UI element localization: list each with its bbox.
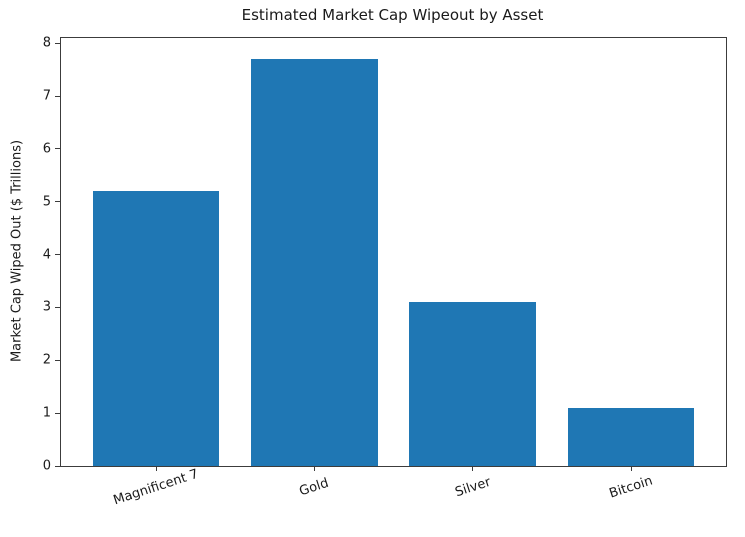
y-tick-mark [55,201,61,203]
y-tick-label: 4 [42,247,51,263]
y-tick-label: 2 [42,352,51,368]
bar-magnificent-7 [92,191,220,466]
y-tick-mark [55,465,61,467]
x-tick-mark [472,466,474,471]
bar-gold [251,59,378,466]
y-axis-label: Market Cap Wiped Out ($ Trillions) [9,139,25,363]
y-tick-mark [55,359,61,361]
y-tick-label: 0 [42,458,51,474]
chart-title: Estimated Market Cap Wipeout by Asset [241,6,544,24]
plot-area: 0 1 2 3 4 5 6 7 8 Magnificent 7 Gold Silver Bitcoin [43,36,727,508]
y-tick-label: 7 [42,88,51,104]
y-tick-mark [55,95,61,97]
y-tick-mark [55,306,61,308]
x-tick-mark [313,466,315,471]
y-tick-mark [55,254,61,256]
y-tick-mark [55,42,61,44]
y-tick-label: 1 [42,405,51,421]
y-tick-label: 3 [42,299,51,315]
y-tick-label: 5 [42,194,51,210]
y-tick-mark [55,148,61,150]
bar-bitcoin [567,407,695,466]
y-tick-mark [55,412,61,414]
x-tick-mark [630,466,632,471]
x-tick-mark [155,466,157,471]
y-tick-label: 6 [42,141,51,157]
bar-silver [409,302,536,466]
y-tick-label: 8 [42,35,51,51]
